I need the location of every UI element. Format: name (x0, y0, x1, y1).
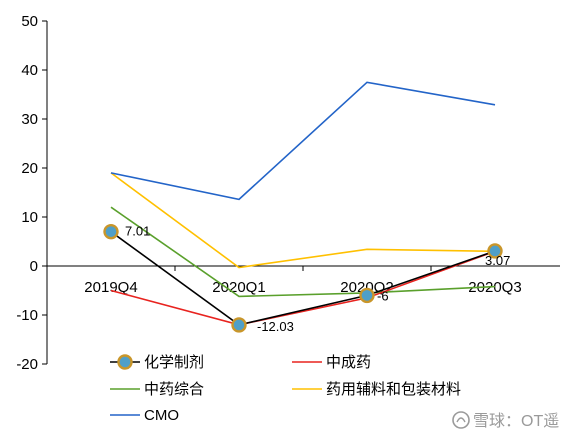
legend-label: 化学制剂 (144, 354, 204, 371)
watermark: 雪球：OT遥 (452, 411, 559, 430)
y-tick-label: 20 (21, 160, 38, 177)
data-point-marker (231, 317, 247, 333)
y-tick-label: -10 (16, 307, 38, 324)
series-lines (110, 81, 496, 326)
series-line-2 (110, 206, 496, 298)
data-label: -6 (377, 288, 389, 303)
series-line-3 (110, 172, 496, 269)
y-tick-label: 50 (21, 13, 38, 30)
legend-item: 中药综合 (110, 381, 204, 398)
x-category-label: 2020Q3 (468, 279, 521, 296)
legend-item: 中成药 (292, 354, 371, 371)
legend-label: 中药综合 (144, 381, 204, 398)
data-point-marker (103, 223, 119, 240)
y-tick-label: 30 (21, 111, 38, 128)
series-line-1 (110, 250, 496, 326)
legend-item: 化学制剂 (110, 354, 204, 371)
y-tick-label: -20 (16, 356, 38, 373)
data-point-marker (487, 243, 503, 259)
data-label: 7.01 (125, 224, 150, 239)
legend-label: 中成药 (326, 354, 371, 371)
series-line-4 (110, 81, 496, 201)
legend-item: CMO (110, 407, 179, 424)
series-markers (103, 223, 503, 333)
x-category-label: 2020Q1 (212, 279, 265, 296)
data-labels: 7.01 -12.03 -6 3.07 (125, 224, 510, 334)
y-axis: -20 -10 0 10 20 30 40 50 (16, 13, 48, 373)
y-tick-label: 40 (21, 62, 38, 79)
data-label: 3.07 (485, 253, 510, 268)
series-line-0 (110, 231, 496, 326)
legend-marker-swatch (117, 354, 133, 370)
data-point-marker (359, 287, 375, 304)
snowball-logo-icon (452, 411, 470, 429)
watermark-text: 雪球：OT遥 (473, 412, 559, 430)
x-axis: 2019Q4 2020Q1 2020Q2 2020Q3 (47, 265, 560, 296)
legend-label: 药用辅料和包装材料 (326, 381, 461, 398)
legend-label: CMO (144, 407, 179, 424)
legend-item: 药用辅料和包装材料 (292, 381, 461, 398)
x-category-label: 2019Q4 (84, 279, 137, 296)
data-label: -12.03 (257, 319, 294, 334)
y-tick-label: 10 (21, 209, 38, 226)
y-tick-label: 0 (30, 258, 38, 275)
